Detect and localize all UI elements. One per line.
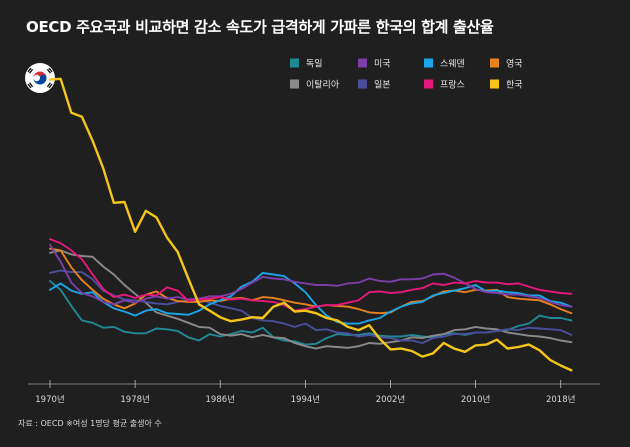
x-tick-label: 1994년 [291, 394, 320, 405]
series-line-미국 [49, 243, 573, 308]
series-line-프랑스 [49, 238, 573, 312]
legend-item-스웨덴: 스웨덴 [424, 58, 465, 70]
legend-item-한국: 한국 [490, 79, 523, 91]
x-tick-label: 1970년 [35, 394, 64, 405]
legend-swatch [358, 79, 367, 89]
legend-label: 독일 [306, 59, 323, 70]
legend-item-일본: 일본 [358, 79, 391, 91]
legend-item-이탈리아: 이탈리아 [290, 79, 340, 91]
legend-item-영국: 영국 [490, 58, 523, 70]
series-line-한국 [48, 77, 573, 372]
legend-label: 한국 [506, 80, 523, 91]
legend-swatch [490, 79, 499, 89]
legend-swatch [290, 58, 299, 68]
x-axis: 1970년 1978년 1986년 1994년 2002년 2010년 2018년 [28, 380, 600, 405]
south-korea-flag-icon [25, 63, 55, 93]
legend-swatch [358, 58, 367, 68]
series-line-영국 [49, 247, 573, 315]
series-line-이탈리아 [49, 249, 573, 350]
legend-swatch [490, 58, 499, 68]
legend-swatch [424, 58, 433, 68]
series-line-일본 [49, 269, 573, 344]
chart-title: OECD 주요국과 비교하면 감소 속도가 급격하게 가파른 한국의 합계 출산… [26, 18, 494, 36]
legend-label: 영국 [506, 59, 523, 70]
x-tick-label: 2010년 [461, 394, 490, 405]
legend-label: 일본 [374, 80, 391, 91]
legend-item-프랑스: 프랑스 [424, 79, 465, 91]
legend-label: 이탈리아 [306, 80, 340, 91]
legend-item-미국: 미국 [358, 58, 391, 70]
legend-swatch [424, 79, 433, 89]
legend-label: 스웨덴 [440, 58, 465, 70]
x-tick-label: 2002년 [376, 394, 405, 405]
x-tick-label: 1978년 [120, 394, 149, 405]
plot-area [48, 77, 573, 372]
legend-label: 미국 [374, 59, 391, 70]
series-line-스웨덴 [49, 271, 573, 325]
source-note: 자료 : OECD ※여성 1명당 평균 출생아 수 [18, 419, 162, 428]
x-tick-label: 2018년 [546, 394, 575, 405]
x-tick-label: 1986년 [206, 394, 235, 405]
legend-swatch [290, 79, 299, 89]
legend-item-독일: 독일 [290, 58, 323, 70]
legend-label: 프랑스 [440, 79, 465, 91]
